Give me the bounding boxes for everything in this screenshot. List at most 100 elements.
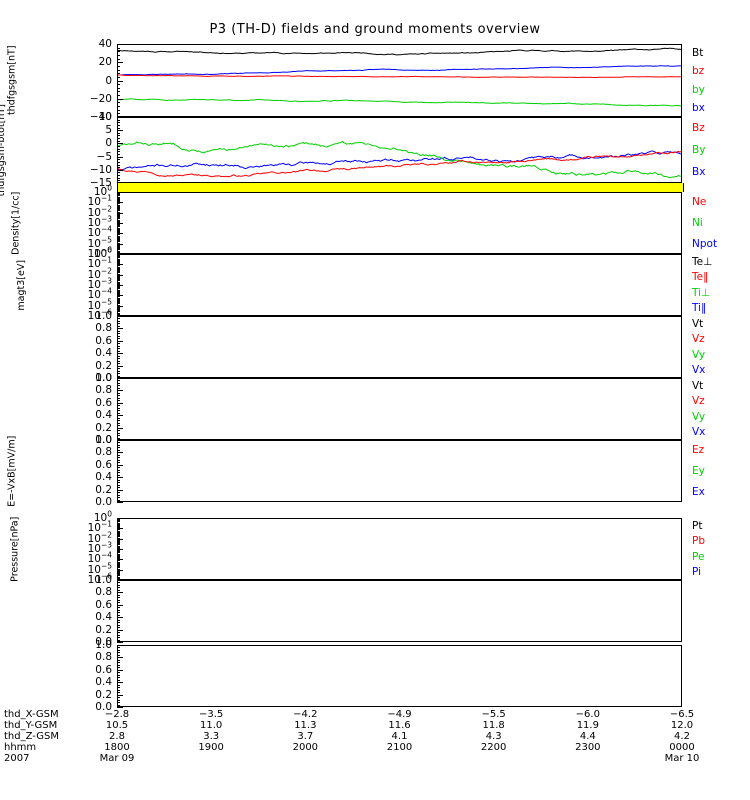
legend-entry-ti[interactable]: Ti⊥ xyxy=(692,286,711,299)
tick-mark xyxy=(117,200,120,202)
tick-mark xyxy=(117,216,120,218)
legend-entry-bz[interactable]: bz xyxy=(692,65,705,78)
tick-mark xyxy=(117,440,123,441)
tick-mark xyxy=(117,536,120,538)
tick-mark xyxy=(117,566,120,568)
y-tick-label: 0.8 xyxy=(95,322,112,335)
y-axis-title-text: E=-VxB[mV/m] xyxy=(6,435,18,507)
legend-entry-ni[interactable]: Ni xyxy=(692,216,703,229)
legend-entry-vz[interactable]: Vz xyxy=(692,395,705,407)
tick-mark xyxy=(117,231,120,233)
tick-mark xyxy=(117,113,120,115)
legend-entry-ey[interactable]: Ey xyxy=(692,464,705,477)
legend-entry-ez[interactable]: Ez xyxy=(692,444,705,457)
legend-entry-bx[interactable]: Bx xyxy=(692,165,706,178)
legend-entry-npot[interactable]: Npot xyxy=(692,237,718,250)
legend-entry-vz[interactable]: Vz xyxy=(692,333,705,345)
legend-entry-pt[interactable]: Pt xyxy=(692,519,703,532)
tick-mark xyxy=(117,102,120,104)
legend-entry-ex[interactable]: Ex xyxy=(692,485,705,498)
panel-peer-velocity[interactable] xyxy=(117,378,682,440)
tick-mark xyxy=(117,544,120,546)
legend-entry-vx[interactable]: Vx xyxy=(692,426,706,438)
legend-entry-pb[interactable]: Pb xyxy=(692,535,705,547)
tick-mark xyxy=(117,167,120,169)
panel-peim-velocity[interactable] xyxy=(117,316,682,378)
legend-entry-vx[interactable]: Vx xyxy=(692,364,706,376)
x-axis-tick-value: 2000 xyxy=(292,742,319,753)
y-tick-label: 0.8 xyxy=(95,384,112,397)
tick-mark xyxy=(117,44,123,45)
tick-mark xyxy=(117,554,120,556)
tick-mark xyxy=(117,309,120,311)
tick-mark xyxy=(117,233,123,235)
y-tick-label: 10−6 xyxy=(87,571,112,586)
tick-mark xyxy=(117,224,120,226)
tick-mark xyxy=(117,642,123,643)
tick-mark xyxy=(117,464,123,466)
tick-mark xyxy=(117,395,120,397)
legend-entry-by[interactable]: By xyxy=(692,143,706,156)
tick-mark xyxy=(117,551,120,553)
tick-mark xyxy=(117,259,120,261)
tick-mark xyxy=(117,267,120,269)
tick-mark xyxy=(117,290,120,292)
tick-mark xyxy=(117,387,120,389)
tick-mark xyxy=(117,454,120,456)
panel-pressure[interactable] xyxy=(117,518,682,580)
tick-mark xyxy=(117,285,123,286)
tick-mark xyxy=(117,555,120,557)
y-tick-marks-density xyxy=(117,192,123,255)
legend-entry-bt[interactable]: Bt xyxy=(692,46,704,59)
y-tick-label: 10−2 xyxy=(87,203,112,219)
tick-mark xyxy=(117,212,123,214)
legend-entry-vy[interactable]: Vy xyxy=(692,348,706,361)
y-axis-title-text: Pressure[nPa] xyxy=(9,516,21,582)
y-tick-label: 10−3 xyxy=(87,214,112,229)
tick-mark xyxy=(117,303,120,305)
legend-entry-pe[interactable]: Pe xyxy=(692,550,705,563)
x-axis-tick-value: 4.2 xyxy=(674,731,690,742)
tick-mark xyxy=(117,169,123,171)
panel-e-vxb[interactable] xyxy=(117,440,682,502)
tick-mark xyxy=(117,629,123,631)
tick-mark xyxy=(117,567,120,569)
legend-entry-te[interactable]: Te⊥ xyxy=(692,255,713,268)
tick-mark xyxy=(117,427,123,429)
tick-mark xyxy=(117,297,120,299)
y-tick-labels-peir-en-eflux: 1.0 0.8 0.6 0.4 0.2 0.0 xyxy=(50,575,112,647)
panel-magt3[interactable] xyxy=(117,254,682,316)
tick-mark xyxy=(117,355,120,357)
tick-mark xyxy=(117,537,120,539)
tick-mark xyxy=(117,213,120,215)
tick-mark xyxy=(117,397,120,399)
panel-peer-en-eflux[interactable] xyxy=(117,645,682,707)
legend-entry-te[interactable]: Te‖ xyxy=(692,271,709,283)
panel-peir-en-eflux[interactable] xyxy=(117,580,682,642)
tick-mark xyxy=(117,682,123,684)
tick-mark xyxy=(117,522,120,524)
tick-mark xyxy=(117,523,120,525)
legend-entry-ti[interactable]: Ti‖ xyxy=(692,302,707,314)
tick-mark xyxy=(117,263,120,265)
panel-fgs-gsm-btot[interactable] xyxy=(117,117,682,183)
legend-entry-vt[interactable]: Vt xyxy=(692,379,704,392)
tick-mark xyxy=(117,122,120,124)
legend-entry-bz[interactable]: Bz xyxy=(692,121,705,134)
panel-fgs-gsm[interactable] xyxy=(117,44,682,117)
tick-mark xyxy=(117,619,120,621)
legend-entry-pi[interactable]: Pi xyxy=(692,566,702,578)
panel-density[interactable] xyxy=(117,192,682,254)
legend-entry-vt[interactable]: Vt xyxy=(692,317,704,330)
legend-entry-by[interactable]: by xyxy=(692,83,705,96)
tick-mark xyxy=(117,316,123,317)
y-tick-label: 100 xyxy=(93,183,112,198)
tick-mark xyxy=(117,244,120,246)
tick-mark xyxy=(117,484,120,486)
tick-mark xyxy=(117,248,120,250)
tick-mark xyxy=(117,254,123,255)
legend-entry-vy[interactable]: Vy xyxy=(692,410,706,423)
y-tick-labels-fgs-gsm-btot: 10 5 0 −5 −10 −15 xyxy=(50,112,112,188)
legend-entry-bx[interactable]: bx xyxy=(692,101,705,114)
legend-entry-ne[interactable]: Ne xyxy=(692,196,707,209)
